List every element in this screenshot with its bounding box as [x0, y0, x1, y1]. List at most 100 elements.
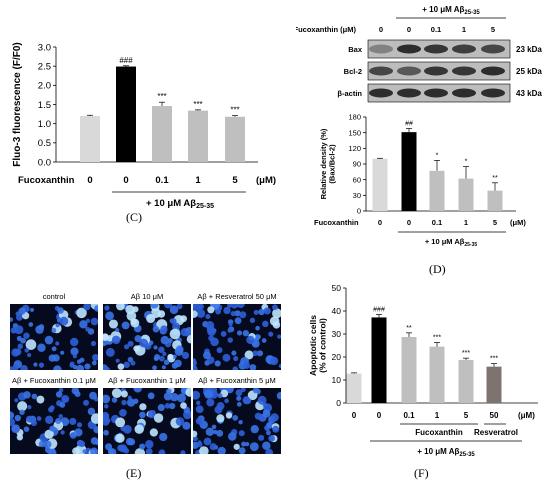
- cell-nucleus: [216, 347, 223, 354]
- cell-nucleus: [23, 332, 30, 339]
- cell-nucleus: [256, 350, 264, 357]
- category-label: 0: [377, 411, 382, 420]
- significance-label: *: [465, 159, 468, 166]
- blot-band: [424, 88, 448, 98]
- treatment-label: + 10 μM Aβ25-35: [417, 447, 475, 458]
- panel-label-e: (E): [126, 466, 142, 480]
- group-label: Fucoxanthin: [415, 428, 463, 437]
- cell-nucleus: [197, 441, 203, 448]
- bar: [401, 132, 417, 211]
- western-blot-d: + 10 μM Aβ25-35 Fucoxanthin (μM) 0 0 0.1 1 5 Ba…: [296, 5, 542, 103]
- y-axis-label-line1: Apoptotic cells: [308, 315, 318, 376]
- cell-nucleus: [186, 334, 191, 344]
- cell-nucleus: [261, 338, 267, 343]
- cell-nucleus: [30, 419, 38, 427]
- cell-nucleus: [234, 310, 241, 317]
- panel-label-c: (C): [126, 210, 142, 224]
- cell-nucleus: [139, 338, 149, 348]
- cell-nucleus: [193, 441, 199, 449]
- cell-nucleus: [10, 317, 14, 322]
- cell-nucleus: [116, 304, 125, 311]
- cell-nucleus: [204, 389, 213, 399]
- cell-nucleus: [37, 343, 46, 353]
- cell-nucleus: [276, 391, 281, 400]
- cell-nucleus: [267, 423, 272, 428]
- cell-nucleus: [272, 304, 278, 311]
- cell-nucleus: [217, 393, 223, 399]
- cell-nucleus: [11, 424, 20, 434]
- y-tick-label: 1.0: [38, 119, 51, 130]
- cell-nucleus: [228, 322, 233, 327]
- cell-nucleus: [242, 361, 251, 369]
- cell-nucleus: [236, 401, 242, 407]
- cell-nucleus: [159, 432, 168, 442]
- cell-nucleus: [242, 396, 251, 405]
- y-axis-label-line2: (% of control): [318, 318, 328, 373]
- cell-nucleus: [139, 411, 146, 419]
- cell-nucleus: [272, 425, 280, 433]
- y-tick-label: 2.5: [38, 61, 51, 72]
- cell-nucleus: [27, 352, 32, 358]
- cell-nucleus: [130, 360, 136, 366]
- cell-nucleus: [94, 305, 98, 312]
- cell-nucleus: [69, 361, 75, 367]
- cell-nucleus: [74, 391, 81, 398]
- cell-nucleus: [17, 343, 24, 350]
- cell-nucleus: [23, 391, 31, 399]
- cell-nucleus: [76, 364, 85, 370]
- cell-nucleus: [133, 388, 143, 393]
- cell-nucleus: [103, 342, 106, 347]
- category-label: 50: [490, 411, 499, 420]
- cell-nucleus: [111, 397, 118, 403]
- cell-nucleus: [227, 328, 232, 333]
- cell-nucleus: [227, 304, 232, 308]
- y-tick-label: 0: [336, 398, 341, 408]
- cell-nucleus: [193, 390, 201, 400]
- cell-nucleus: [92, 353, 98, 361]
- cell-nucleus: [198, 304, 204, 310]
- cell-nucleus: [152, 365, 157, 370]
- cell-nucleus: [130, 318, 140, 328]
- blot-band: [452, 66, 476, 76]
- cell-nucleus: [29, 307, 35, 312]
- bar: [80, 116, 100, 162]
- blot-column-label: 0: [407, 25, 411, 34]
- cell-nucleus: [72, 447, 80, 454]
- cell-nucleus: [36, 416, 42, 421]
- significance-label: **: [406, 325, 412, 332]
- cell-nucleus: [84, 363, 91, 370]
- blot-band: [397, 88, 421, 98]
- cell-nucleus: [25, 415, 33, 423]
- cell-nucleus: [224, 398, 229, 404]
- treatment-label: + 10 μM Aβ25-35: [146, 198, 214, 210]
- cell-nucleus: [27, 405, 32, 410]
- cell-nucleus: [238, 430, 245, 437]
- cell-nucleus: [262, 320, 269, 328]
- cell-nucleus: [55, 391, 63, 398]
- micrograph-panel: Aβ + Fucoxanthin 1 μM: [103, 376, 191, 456]
- cell-nucleus: [262, 441, 271, 451]
- cell-nucleus: [195, 400, 201, 406]
- cell-nucleus: [38, 440, 46, 448]
- category-label: 1: [195, 175, 201, 186]
- cell-nucleus: [103, 418, 110, 426]
- cell-nucleus: [61, 394, 70, 403]
- category-label: 0: [123, 175, 128, 186]
- blot-band: [369, 88, 393, 98]
- cell-nucleus: [87, 407, 96, 416]
- blot-column-label: 1: [462, 25, 466, 34]
- cell-nucleus: [108, 319, 118, 329]
- cell-nucleus: [225, 412, 233, 419]
- blot-band: [481, 66, 505, 76]
- cell-nucleus: [72, 364, 78, 370]
- cell-nucleus: [214, 405, 223, 414]
- cell-nucleus: [19, 409, 25, 415]
- bar: [188, 110, 208, 162]
- cell-nucleus: [74, 428, 83, 437]
- cell-nucleus: [44, 335, 54, 345]
- cell-nucleus: [205, 314, 211, 320]
- cell-nucleus: [181, 351, 190, 360]
- cell-nucleus: [249, 364, 257, 370]
